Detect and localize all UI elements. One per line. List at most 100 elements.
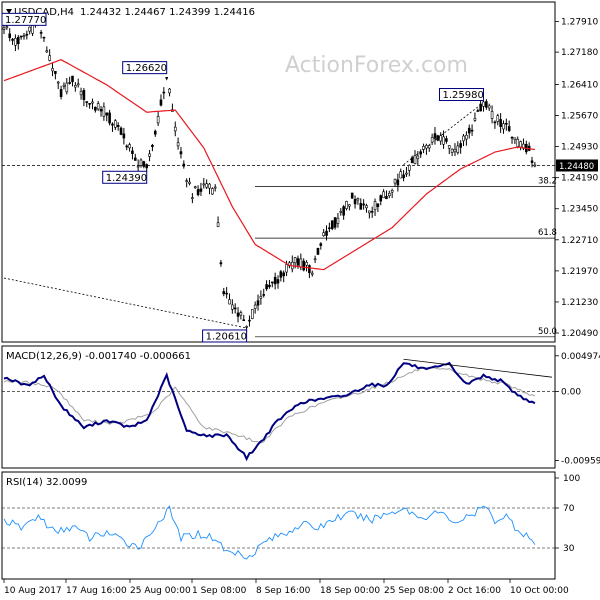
candle-body (228, 299, 231, 305)
candle-body (85, 101, 89, 103)
candle-body (439, 135, 442, 142)
symbol-header: USDCAD,H4 1.24432 1.24467 1.24399 1.2441… (6, 7, 255, 18)
candle-body (211, 188, 214, 195)
ohlc-label: 1.24432 1.24467 1.24399 1.24416 (80, 7, 255, 18)
candle-body (131, 150, 134, 154)
price-annotation: 1.26620 (122, 61, 168, 74)
candle-body (14, 37, 17, 46)
macd-signal-line (3, 366, 536, 444)
candle-body (388, 192, 391, 197)
candle-body (285, 264, 288, 273)
candle-body (54, 71, 57, 74)
candle-body (507, 126, 511, 131)
candle-body (345, 201, 348, 209)
annotation-text: 1.24390 (106, 173, 147, 184)
price-y-tick-label: 1.21970 (561, 267, 598, 277)
price-y-tick-label: 1.23450 (561, 205, 598, 215)
candle-body (51, 68, 54, 72)
candle-body (462, 135, 465, 142)
candle-body (276, 279, 280, 284)
x-tick-label: 10 Aug 2017 (4, 586, 62, 596)
candle-body (499, 119, 502, 127)
candle-body (208, 183, 211, 189)
candle-body (122, 133, 126, 139)
rsi-y-tick-label: 100 (563, 474, 580, 484)
candle-body (413, 155, 417, 164)
candle-body (382, 191, 385, 199)
candle-body (65, 82, 69, 93)
macd-y-tick-label: 0.00 (561, 388, 581, 398)
candle-body (308, 265, 311, 274)
candle-body (325, 230, 328, 236)
price-y-tick-label: 1.24930 (561, 143, 598, 153)
candle-body (74, 84, 77, 88)
candle-body (310, 272, 314, 275)
price-plot: 38.2 61.8 50.0 1.27770 1.26620 1.24390 1.20610… (1, 12, 598, 343)
candle-body (410, 157, 414, 164)
candle-body (339, 211, 343, 213)
candle-body (5, 26, 9, 29)
candle-body (116, 124, 120, 127)
candle-body (416, 155, 420, 159)
candle-body (179, 151, 183, 155)
candle-body (128, 144, 131, 149)
candle-body (336, 217, 340, 224)
macd-y-tick-label: 0.004974 (561, 352, 600, 362)
candle-body (368, 210, 371, 214)
candle-body (402, 174, 405, 179)
candle-body (222, 291, 226, 295)
candle-body (490, 111, 494, 119)
fib-label-50.0: 50.0 (538, 327, 557, 337)
candle-body (385, 196, 388, 200)
price-annotation: 1.27770 (1, 12, 47, 26)
candle-body (445, 138, 448, 142)
candle-body (94, 106, 97, 111)
candle-body (114, 120, 117, 128)
candle-body (510, 136, 514, 139)
x-tick-label: 25 Sep 08:00 (384, 586, 444, 596)
candle-body (22, 35, 26, 37)
candle-body (242, 319, 246, 322)
current-price-tag: 1.24480 (556, 159, 598, 172)
candle-body (119, 127, 123, 135)
price-panel-frame (1, 1, 556, 343)
candle-body (362, 203, 365, 206)
candle-body (153, 130, 157, 135)
candle-body (319, 243, 323, 246)
candle-body (156, 116, 160, 124)
candle-body (479, 103, 482, 112)
candle-body (42, 36, 46, 39)
candle-body (108, 112, 111, 124)
candle-body (142, 161, 146, 167)
candle-body (245, 326, 248, 328)
candle-body (199, 188, 203, 192)
price-y-tick-label: 1.21230 (561, 298, 598, 308)
rsi-plot (2, 505, 555, 560)
trendline-1 (403, 102, 484, 165)
candle-body (422, 145, 425, 150)
price-y-tick-label: 1.27180 (561, 48, 598, 58)
candle-body (273, 276, 277, 285)
candle-body (239, 312, 243, 316)
price-y-tick-label: 1.25670 (561, 112, 598, 122)
candle-body (168, 88, 171, 94)
candle-body (442, 136, 445, 145)
candle-body (139, 159, 143, 166)
fib-label-61.8: 61.8 (538, 228, 557, 238)
collapse-triangle-icon[interactable] (6, 9, 12, 14)
candle-body (96, 103, 100, 110)
candle-body (279, 271, 283, 278)
candle-body (313, 258, 317, 261)
candle-body (102, 106, 106, 117)
candle-body (99, 109, 103, 112)
candle-body (516, 139, 520, 147)
candle-body (8, 33, 12, 39)
candle-body (485, 101, 488, 108)
trendline-0 (3, 277, 247, 329)
candle-body (205, 183, 208, 188)
candle-body (145, 164, 149, 169)
candle-body (79, 90, 83, 96)
rsi-panel-frame (1, 471, 556, 580)
candle-body (219, 262, 223, 265)
candle-body (265, 284, 268, 290)
